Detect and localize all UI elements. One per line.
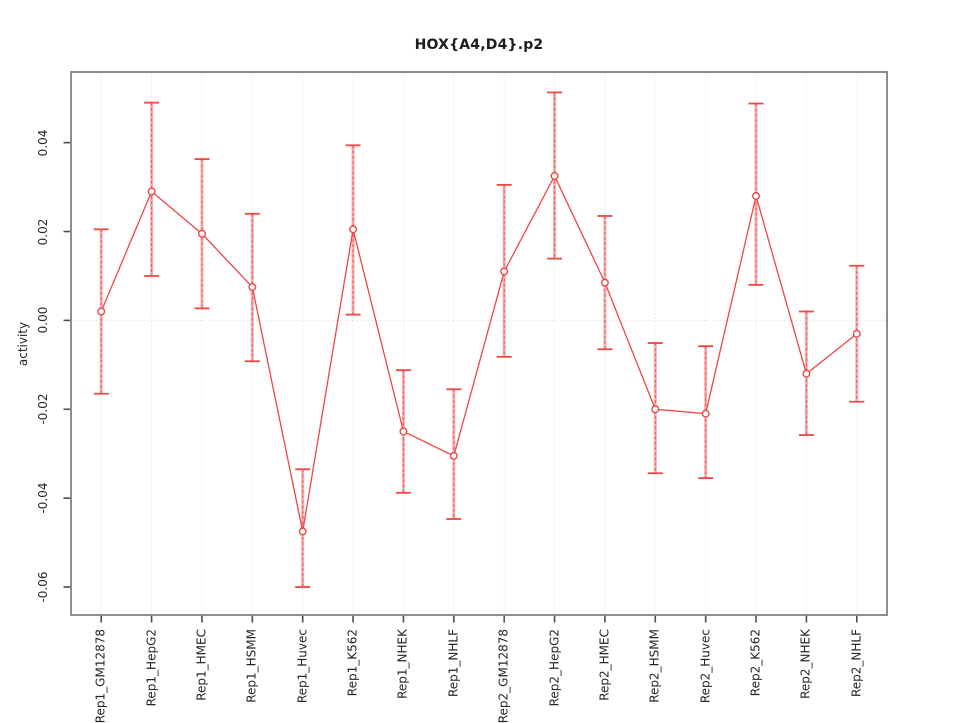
data-point-marker: [147, 187, 156, 196]
data-point-marker: [802, 369, 811, 378]
x-tick-label: Rep1_HMEC: [194, 629, 209, 701]
x-tick-label: Rep2_HMEC: [597, 629, 612, 701]
data-point-marker: [349, 225, 358, 234]
data-point-marker: [248, 283, 257, 292]
x-tick-label: Rep1_NHEK: [395, 629, 410, 699]
data-point-marker: [852, 329, 861, 338]
y-tick-label: -0.02: [36, 393, 50, 425]
y-axis-label: activity: [16, 321, 30, 366]
y-tick-label: -0.04: [36, 482, 50, 514]
x-tick-label: Rep2_K562: [748, 629, 763, 697]
x-tick-label: Rep1_NHLF: [446, 629, 461, 698]
x-tick-label: Rep2_Huvec: [698, 629, 713, 704]
x-tick-label: Rep1_GM12878: [93, 629, 108, 723]
x-tick-label: Rep2_NHEK: [798, 629, 813, 699]
data-point-marker: [298, 527, 307, 536]
data-point-marker: [550, 171, 559, 180]
plot-border: [70, 71, 888, 616]
x-tick-label: Rep1_HSMM: [244, 629, 259, 703]
data-point-marker: [197, 229, 206, 238]
chart-title: HOX{A4,D4}.p2: [414, 37, 544, 53]
data-point-marker: [600, 278, 609, 287]
series-line: [100, 174, 858, 532]
x-tick-label: Rep2_NHLF: [849, 629, 864, 698]
data-point-marker: [500, 267, 509, 276]
x-tick-label: Rep1_Huvec: [295, 629, 310, 704]
x-tick-label: Rep1_HepG2: [144, 629, 159, 707]
data-point-marker: [399, 427, 408, 436]
x-tick-label: Rep1_K562: [345, 629, 360, 697]
y-tick-label: 0.00: [36, 307, 50, 334]
y-tick-label: 0.04: [36, 129, 50, 156]
data-point-marker: [651, 405, 660, 414]
data-point-marker: [701, 409, 710, 418]
y-tick-label: 0.02: [36, 218, 50, 245]
x-tick-label: Rep2_HSMM: [647, 629, 662, 703]
y-tick-label: -0.06: [36, 571, 50, 603]
data-point-marker: [752, 191, 761, 200]
data-point-marker: [97, 307, 106, 316]
x-tick-label: Rep2_GM12878: [496, 629, 511, 723]
x-tick-label: Rep2_HepG2: [547, 629, 562, 707]
data-point-marker: [449, 451, 458, 460]
